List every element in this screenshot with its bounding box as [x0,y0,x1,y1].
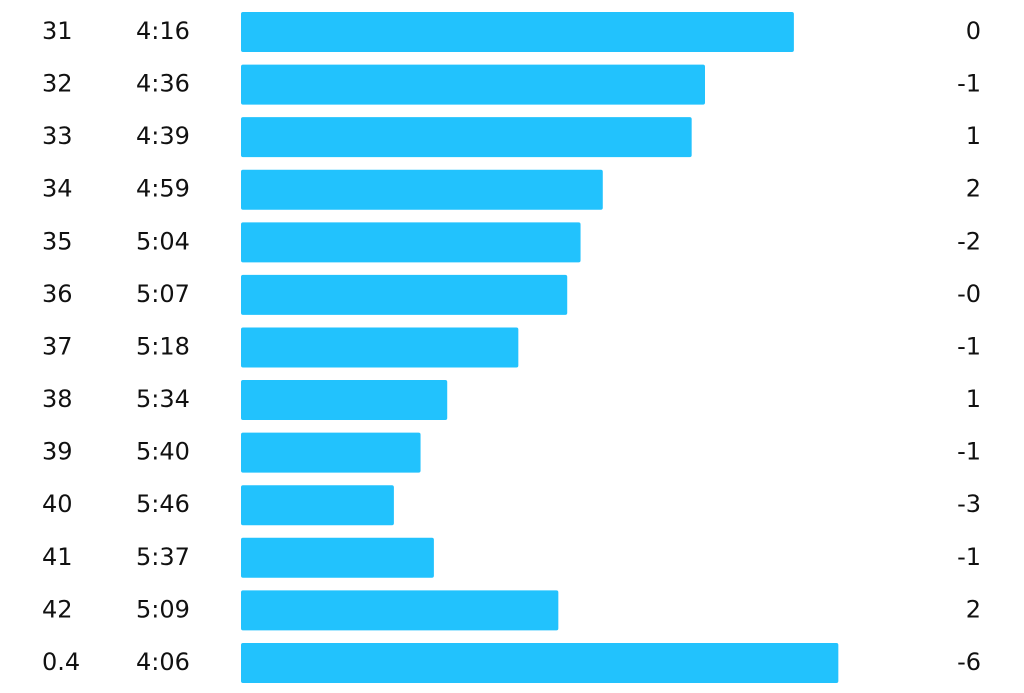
pace-bar [241,380,448,421]
elevation-label: -2 [957,227,981,255]
elevation-label: -3 [957,490,981,518]
km-label: 32 [42,70,73,98]
pace-label: 5:07 [136,280,190,308]
pace-label: 4:16 [136,17,190,45]
pace-bar [241,274,568,315]
pace-bar [241,64,705,105]
km-label: 35 [42,227,73,255]
pace-bar [241,537,434,578]
pace-bar [241,222,581,263]
km-label: 40 [42,490,73,518]
pace-label: 5:04 [136,227,190,255]
km-label: 33 [42,122,73,150]
pace-label: 4:39 [136,122,190,150]
pace-label: 4:59 [136,175,190,203]
elevation-label: -1 [957,332,981,360]
pace-label: 5:34 [136,385,190,413]
elevation-label: 1 [966,385,981,413]
elevation-label: 2 [966,595,981,623]
pace-label: 5:18 [136,332,190,360]
pace-label: 5:09 [136,595,190,623]
km-label: 31 [42,17,73,45]
pace-label: 4:06 [136,648,190,676]
elevation-label: -6 [957,648,981,676]
km-label: 37 [42,332,73,360]
km-label: 41 [42,543,73,571]
pace-bar [241,117,692,158]
elevation-label: -1 [957,70,981,98]
elevation-label: 0 [966,17,981,45]
km-label: 39 [42,438,73,466]
km-label: 0.4 [42,648,80,676]
pace-label: 5:40 [136,438,190,466]
elevation-label: 1 [966,122,981,150]
elevation-label: 2 [966,175,981,203]
pace-bar [241,432,421,473]
pace-bar [241,169,603,210]
km-label: 36 [42,280,73,308]
pace-bar [241,642,839,683]
km-label: 38 [42,385,73,413]
pace-label: 4:36 [136,70,190,98]
km-label: 42 [42,595,73,623]
elevation-label: -1 [957,543,981,571]
pace-bar [241,12,794,52]
elevation-label: -1 [957,438,981,466]
pace-label: 5:37 [136,543,190,571]
elevation-label: -0 [957,280,981,308]
km-label: 34 [42,175,73,203]
pace-label: 5:46 [136,490,190,518]
pace-bar [241,485,394,526]
pace-bar [241,327,519,368]
pace-bar [241,590,559,631]
